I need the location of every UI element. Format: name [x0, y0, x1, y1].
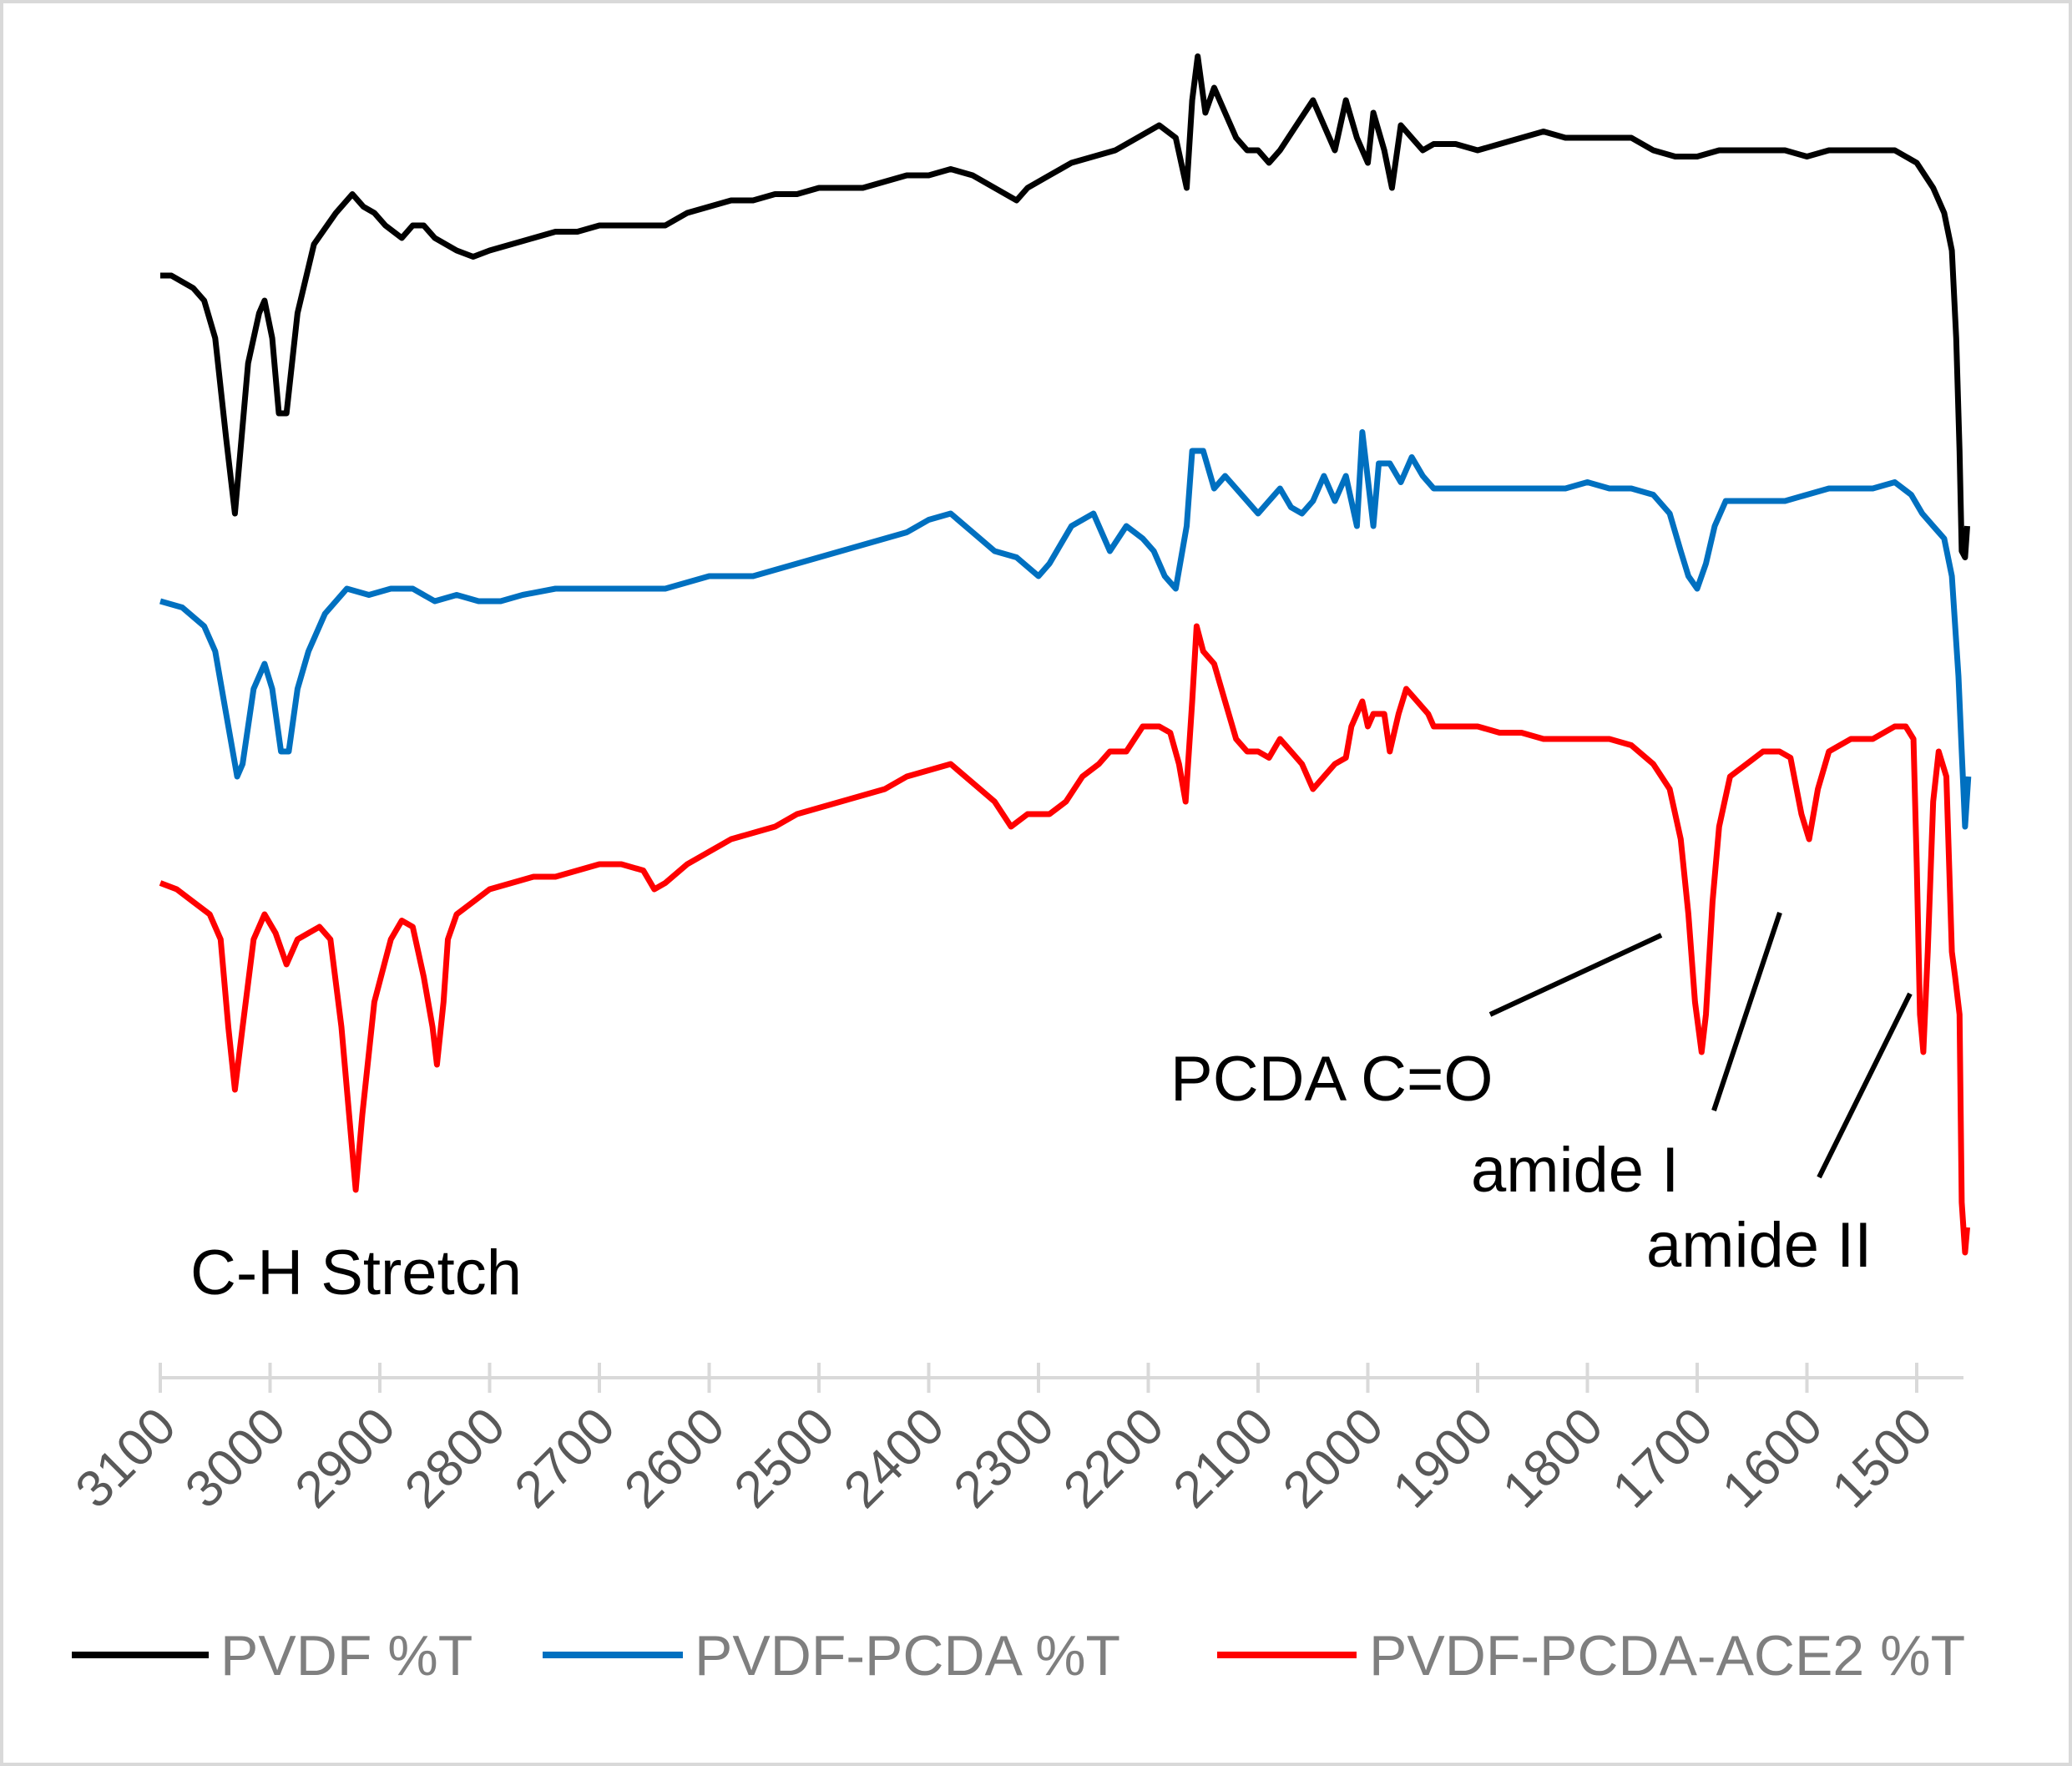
annotation-amide-ii: amide II — [1646, 1210, 1872, 1281]
pointer-amide-ii — [1817, 992, 1913, 1179]
pointer-pcda-co — [1488, 933, 1663, 1017]
pointer-amide-i — [1711, 912, 1782, 1111]
series-line-1 — [160, 53, 1970, 560]
series-layer — [159, 53, 1972, 1256]
legend-label-pvdf-pcda: PVDF-PCDA %T — [695, 1624, 1120, 1688]
annotation-pcda-co: PCDA C=O — [1170, 1044, 1493, 1115]
annotation-amide-i: amide I — [1471, 1135, 1679, 1206]
series-line-3 — [159, 623, 1970, 1256]
legend-label-pvdf: PVDF %T — [220, 1624, 473, 1688]
legend: PVDF %T PVDF-PCDA %T PVDF-PCDA-ACE2 %T — [72, 1624, 1965, 1688]
legend-label-pvdf-pcda-ace2: PVDF-PCDA-ACE2 %T — [1369, 1624, 1965, 1688]
series-line-2 — [159, 429, 1972, 830]
annotation-ch-stretch: C-H Stretch — [190, 1237, 522, 1308]
